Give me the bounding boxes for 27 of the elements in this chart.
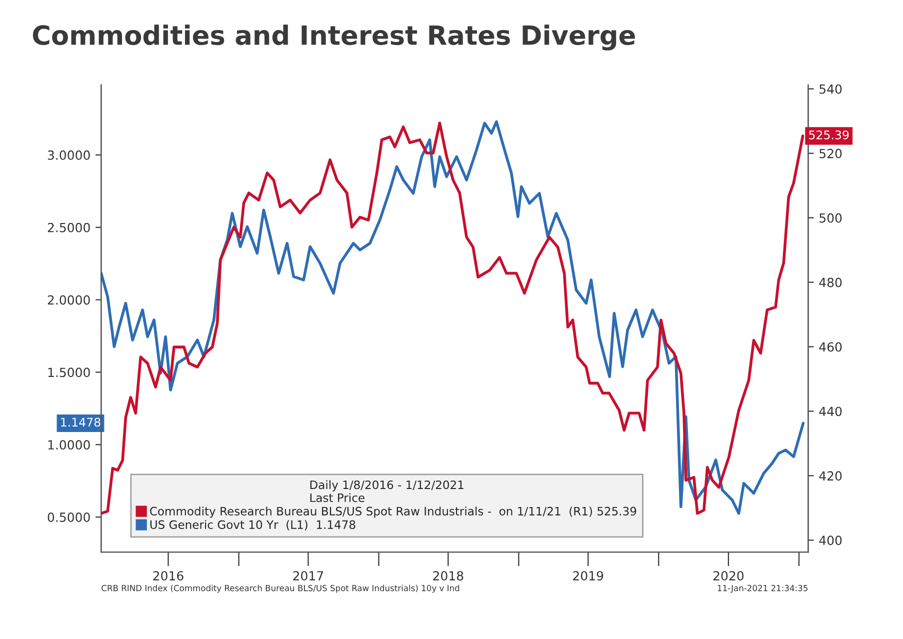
text: CRB RIND Index (Commodity Research Bureau BLS/US Spot Raw Industrials) 10y v Ind [102,584,460,593]
legend-label: US Generic Govt 10 Yr (L1) 1.1478 [150,520,356,530]
y-tick-label: 2.0000 [48,295,90,305]
legend-label: Commodity Research Bureau BLS/US Spot Raw Industrials - on 1/11/21 (R1) 525.39 [150,506,636,518]
x-tick-label: 2020 [713,571,744,581]
x-tick-label: 2019 [573,571,604,581]
chart-title: Commodities and Interest Rates Diverge [32,24,635,50]
y2-tick-label: 480 [819,278,842,288]
text: 11-Jan-2021 21:34:35 [718,584,808,593]
y2-tick-label: 400 [819,536,842,546]
y-tick-label: 3.0000 [48,150,90,160]
y-tick-label: 0.5000 [48,512,90,522]
text: 1.1478 [61,418,100,427]
y2-tick-label: 460 [819,342,842,352]
x-tick-label: 2018 [433,571,464,581]
x-tick-label: 2017 [293,571,324,581]
legend-title: Daily 1/8/2016 - 1/12/2021 Last Price [310,480,464,502]
y-tick-label: 1.0000 [48,440,90,450]
y2-tick-label: 500 [820,213,842,223]
y-tick-label: 2.5000 [48,222,90,232]
y2-tick-label: 520 [820,148,842,158]
y2-tick-label: 420 [819,471,842,481]
text: 525.39 [809,130,849,140]
y2-tick-label: 540 [820,84,842,94]
y2-tick-label: 440 [819,406,842,416]
x-tick-label: 2016 [153,571,184,581]
y-tick-label: 1.5000 [48,368,90,378]
